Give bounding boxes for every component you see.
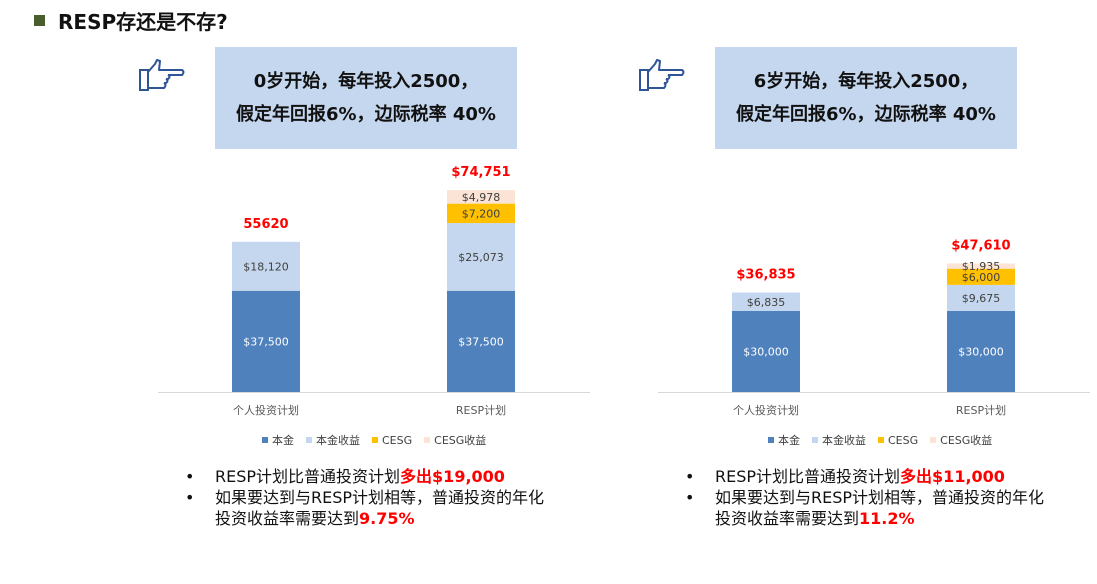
legend-item-principal: 本金 [768, 432, 800, 448]
category-label: 个人投资计划 [733, 403, 799, 417]
legend-label: 本金 [778, 434, 800, 447]
category-label: 个人投资计划 [233, 403, 299, 417]
stacked-bar-chart: $30,000 $6,835 $36,835 个人投资计划 $30,000 $9,675 $… [658, 238, 1090, 417]
callout-line-1: 0岁开始，每年投入2500， [253, 71, 479, 92]
legend-item-principal-gain: 本金收益 [306, 432, 360, 448]
chart-legend: 本金 本金收益 CESG CESG收益 [768, 432, 992, 448]
bar-segment-cesg-gain [447, 190, 515, 204]
data-label-principal-gain: $6,835 [747, 296, 786, 309]
note-text: RESP计划比普通投资计划 [715, 467, 901, 486]
bullet-dot: • [685, 488, 695, 507]
legend-item-principal: 本金 [262, 432, 294, 448]
callout-line-2: 假定年回报6%，边际税率 40% [236, 104, 496, 125]
legend-swatch [424, 437, 431, 443]
legend-label: 本金收益 [316, 434, 360, 447]
total-label: $36,835 [736, 268, 795, 283]
note-highlight: 9.75% [359, 509, 415, 528]
data-label-principal-gain: $9,675 [962, 292, 1001, 305]
callout-line-2: 假定年回报6%，边际税率 40% [736, 104, 996, 125]
legend-label: 本金 [272, 434, 294, 447]
legend-label: CESG收益 [434, 434, 487, 447]
legend-swatch [372, 437, 378, 443]
data-label-cesg: $7,200 [462, 207, 501, 220]
total-label: 55620 [243, 217, 288, 232]
slide-title: RESP存还是不存? [34, 6, 228, 35]
data-label-cesg-gain: $1,935 [962, 260, 1001, 273]
title-text: RESP存还是不存? [58, 10, 228, 34]
pointing-hand-icon [139, 59, 185, 91]
category-label: RESP计划 [956, 404, 1006, 417]
stacked-bar-chart: $37,500 $18,120 55620 个人投资计划 $37,500 $25,073 $… [158, 165, 590, 417]
panel-age-0: 0岁开始，每年投入2500， 假定年回报6%，边际税率 40% $37,500 $… [0, 0, 590, 584]
bar-segment-principal [232, 290, 300, 392]
bar-segment-principal-gain [232, 241, 300, 291]
note-item: • RESP计划比普通投资计划多出$19,000 [185, 466, 555, 487]
conclusion-notes: • RESP计划比普通投资计划多出$19,000 • 如果要达到与RESP计划相等，… [185, 466, 555, 529]
legend-item-cesg-gain: CESG收益 [424, 432, 486, 448]
bar-segment-principal-gain [447, 223, 515, 291]
note-item: • RESP计划比普通投资计划多出$11,000 [685, 466, 1055, 487]
bullet-dot: • [185, 488, 195, 507]
note-highlight: 多出$11,000 [900, 467, 1005, 486]
pointing-hand-icon [639, 59, 685, 91]
legend-item-cesg: CESG [372, 432, 412, 448]
bar-segment-principal [947, 311, 1015, 392]
title-bullet-square [34, 15, 45, 26]
note-item: • 如果要达到与RESP计划相等，普通投资的年化投资收益率需要达到9.75% [185, 487, 555, 529]
legend-swatch [878, 437, 884, 443]
note-text: 如果要达到与RESP计划相等，普通投资的年化投资收益率需要达到 [215, 488, 545, 528]
data-label-cesg: $6,000 [962, 271, 1001, 284]
legend-item-principal-gain: 本金收益 [812, 432, 866, 448]
legend-swatch [812, 437, 818, 443]
legend-label: 本金收益 [822, 434, 866, 447]
assumption-callout: 6岁开始，每年投入2500， 假定年回报6%，边际税率 40% [715, 47, 1017, 149]
note-highlight: 11.2% [859, 509, 915, 528]
bar-segment-principal-gain [947, 284, 1015, 311]
note-text: RESP计划比普通投资计划 [215, 467, 401, 486]
bar-segment-cesg [447, 203, 515, 224]
data-label-principal: $30,000 [958, 346, 1004, 359]
assumption-callout: 0岁开始，每年投入2500， 假定年回报6%，边际税率 40% [215, 47, 517, 149]
bar-segment-principal-gain [732, 292, 800, 311]
data-label-principal-gain: $18,120 [243, 260, 289, 273]
bar-segment-cesg-gain [947, 263, 1015, 269]
total-label: $47,610 [951, 238, 1010, 253]
legend-item-cesg: CESG [878, 432, 918, 448]
data-label-principal: $37,500 [243, 335, 289, 348]
chart-legend: 本金 本金收益 CESG CESG收益 [262, 432, 486, 448]
bar-segment-cesg [947, 268, 1015, 285]
bullet-dot: • [685, 467, 695, 486]
data-label-cesg-gain: $4,978 [462, 191, 501, 204]
legend-label: CESG [888, 433, 919, 447]
legend-label: CESG收益 [940, 434, 993, 447]
bar-segment-principal [732, 311, 800, 392]
note-text: 如果要达到与RESP计划相等，普通投资的年化投资收益率需要达到 [715, 488, 1045, 528]
data-label-principal-gain: $25,073 [458, 251, 504, 264]
data-label-principal: $30,000 [743, 346, 789, 359]
legend-swatch [930, 437, 937, 443]
bar-segment-principal [447, 290, 515, 392]
legend-swatch [768, 437, 774, 443]
legend-swatch [262, 437, 268, 443]
legend-swatch [306, 437, 312, 443]
data-label-principal: $37,500 [458, 335, 504, 348]
note-highlight: 多出$19,000 [400, 467, 505, 486]
note-item: • 如果要达到与RESP计划相等，普通投资的年化投资收益率需要达到11.2% [685, 487, 1055, 529]
conclusion-notes: • RESP计划比普通投资计划多出$11,000 • 如果要达到与RESP计划相等，… [685, 466, 1055, 529]
legend-item-cesg-gain: CESG收益 [930, 432, 992, 448]
category-label: RESP计划 [456, 404, 506, 417]
bullet-dot: • [185, 467, 195, 486]
panel-age-6: 6岁开始，每年投入2500， 假定年回报6%，边际税率 40% $30,000 $… [500, 0, 1090, 584]
callout-line-1: 6岁开始，每年投入2500， [753, 71, 979, 92]
legend-label: CESG [382, 433, 413, 447]
total-label: $74,751 [451, 165, 510, 180]
